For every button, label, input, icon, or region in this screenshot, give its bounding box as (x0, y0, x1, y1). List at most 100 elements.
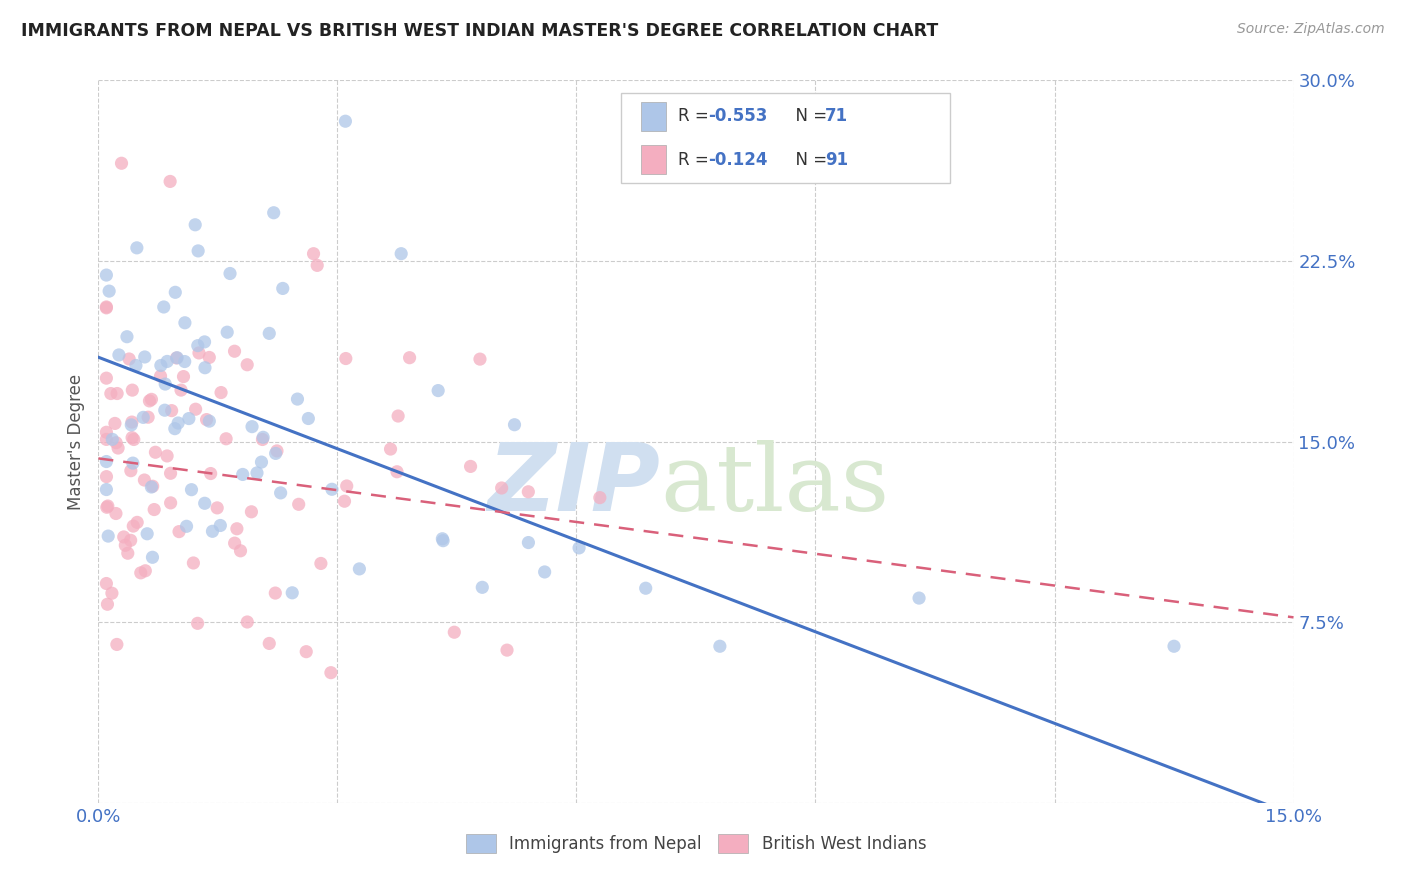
Point (96, 433, 118, 447)
Point (194, 496, 217, 510)
Point (152, 300, 174, 314)
Point (159, 496, 181, 510)
Text: R =: R = (678, 151, 714, 169)
Point (120, 417, 142, 432)
Point (385, 465, 408, 479)
Point (432, 533, 454, 548)
Point (232, 467, 254, 482)
Point (264, 586, 287, 600)
Point (432, 532, 454, 546)
Point (101, 433, 124, 447)
Point (176, 519, 198, 533)
Point (496, 643, 519, 657)
Point (307, 259, 329, 273)
Point (198, 351, 221, 365)
Point (96, 483, 118, 497)
Point (160, 403, 183, 417)
Point (96, 469, 118, 483)
Point (201, 524, 224, 539)
Point (209, 518, 232, 533)
Point (117, 546, 139, 560)
Y-axis label: Master's Degree: Master's Degree (67, 374, 86, 509)
Point (427, 384, 450, 398)
Point (281, 586, 304, 600)
Point (108, 348, 131, 362)
Point (187, 244, 209, 258)
Point (96, 268, 118, 282)
Point (287, 392, 309, 406)
Point (96, 454, 118, 468)
Point (105, 637, 128, 651)
Point (136, 410, 159, 425)
Point (166, 351, 188, 365)
Point (443, 625, 465, 640)
Point (195, 412, 218, 426)
Point (188, 346, 211, 360)
Point (149, 359, 172, 373)
Point (266, 443, 288, 458)
Text: Source: ZipAtlas.com: Source: ZipAtlas.com (1237, 22, 1385, 37)
Point (215, 432, 238, 446)
Point (118, 351, 141, 366)
Point (120, 464, 142, 478)
Point (198, 414, 221, 428)
Point (321, 483, 343, 497)
Point (335, 351, 357, 366)
Point (336, 479, 359, 493)
Point (163, 422, 186, 436)
Point (184, 402, 207, 417)
Point (194, 360, 217, 375)
Point (200, 467, 222, 481)
Point (98, 284, 121, 298)
Point (568, 541, 591, 555)
Point (101, 586, 124, 600)
Point (335, 114, 357, 128)
Text: IMMIGRANTS FROM NEPAL VS BRITISH WEST INDIAN MASTER'S DEGREE CORRELATION CHART: IMMIGRANTS FROM NEPAL VS BRITISH WEST IN… (21, 22, 938, 40)
Point (141, 480, 163, 494)
Point (121, 383, 143, 397)
Point (387, 409, 409, 423)
Point (297, 411, 319, 425)
Point (159, 174, 181, 188)
Point (97, 529, 120, 543)
Point (252, 430, 274, 444)
Point (333, 494, 356, 508)
Point (173, 354, 195, 368)
Point (167, 524, 190, 539)
Point (100, 386, 122, 401)
Point (156, 449, 179, 463)
Text: -0.124: -0.124 (709, 151, 768, 169)
Point (143, 502, 166, 516)
Point (127, 516, 149, 530)
Text: atlas: atlas (661, 440, 890, 530)
Point (471, 580, 494, 594)
Point (236, 358, 259, 372)
Point (259, 326, 281, 341)
Point (180, 483, 202, 497)
Point (141, 550, 163, 565)
Point (96, 576, 118, 591)
Point (270, 486, 292, 500)
Point (398, 351, 420, 365)
Point (517, 535, 540, 549)
Point (533, 565, 555, 579)
Point (142, 479, 165, 493)
Point (240, 505, 263, 519)
Point (460, 459, 482, 474)
Point (209, 385, 232, 400)
Point (121, 415, 143, 429)
Point (121, 456, 143, 470)
Point (121, 431, 143, 445)
Text: 71: 71 (825, 107, 848, 126)
Point (170, 383, 193, 397)
Point (709, 639, 731, 653)
Point (380, 442, 402, 456)
Point (491, 481, 513, 495)
Point (96, 371, 118, 385)
Point (138, 393, 160, 408)
Point (122, 519, 145, 533)
Point (236, 615, 259, 629)
Point (349, 562, 371, 576)
Point (468, 352, 491, 367)
Point (153, 403, 176, 417)
